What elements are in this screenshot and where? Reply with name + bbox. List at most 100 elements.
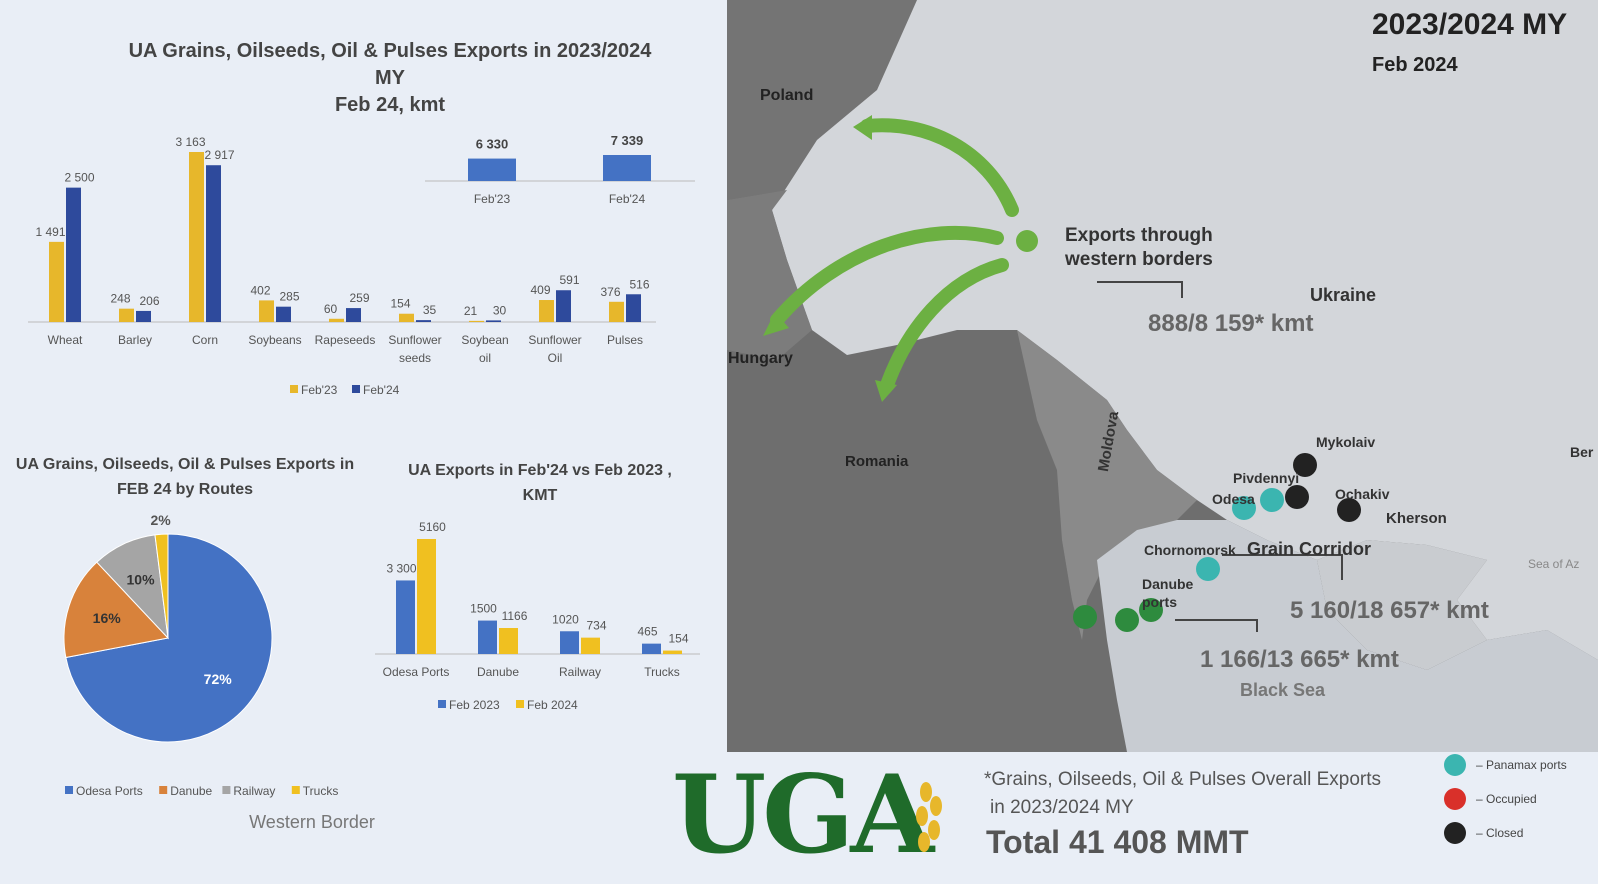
chart3-bar [478,620,497,654]
label-chornomorsk: Chornomorsk [1144,542,1236,558]
chart3-data-label: 1020 [552,612,579,626]
chart1-bar [609,301,624,322]
label-kherson: Kherson [1386,510,1447,527]
ochakiv-closed-icon [1285,485,1309,509]
leader-lines [1097,281,1343,632]
chart1-bar [206,165,221,322]
chart3-data-label: 154 [668,632,688,646]
chart1-category-label: oil [479,351,491,365]
black-sea-region [1097,520,1598,752]
chart1-bar [416,320,431,322]
pie-legend-label: Railway [233,784,275,798]
chart1-category-label: Sunflower [528,333,581,347]
chart3-legend-label: Feb 2023 [449,698,500,712]
chart3-category-label: Railway [559,665,601,679]
kherson-closed-icon [1337,498,1361,522]
corridor-value: 5 160/18 657* kmt [1290,597,1489,624]
label-black-sea: Black Sea [1240,680,1326,700]
chart1-bar [329,318,344,322]
moldova-region [1017,330,1197,640]
uga-logo: UGA [672,760,972,870]
chart1-bar [626,294,641,322]
chart1-category-label: Corn [192,333,218,347]
danube-port-icon [1115,608,1139,632]
chart1-category-label: Oil [548,351,563,365]
pie-legend-swatch [159,786,168,794]
label-ber: Ber [1570,444,1594,460]
label-odesa: Odesa [1212,491,1255,507]
chart1-data-label: 2 500 [64,171,94,185]
pie-slice-label: 2% [150,512,171,528]
odesa-panamax-icon [1232,496,1256,520]
chart1-bar [556,290,571,322]
chart3-bar [581,637,600,654]
poland-region [727,0,917,200]
chart1-bar [259,300,274,322]
totals-value-label: 6 330 [476,137,509,152]
chart1-data-label: 2 917 [204,148,234,162]
chart1-legend-swatch [290,385,298,393]
legend-occupied: – Occupied [1444,782,1567,816]
chart3-bar [663,650,682,654]
chart1-data-label: 206 [139,294,159,308]
chart1-data-label: 285 [279,290,299,304]
pie-legend-label: Trucks [303,784,339,798]
totals-bar [603,155,651,181]
label-hungary: Hungary [728,350,793,367]
chart3-bar [396,580,415,654]
pie-legend-swatch [291,786,300,794]
chart1-data-label: 35 [423,303,437,317]
chart3-title: UA Exports in Feb'24 vs Feb 2023 , KMT [408,462,672,504]
chart1-bar [189,152,204,322]
western-value: 888/8 159* kmt [1148,310,1314,337]
totals-bar [468,158,516,181]
chart3-legend-swatch [438,700,446,708]
arrow-heads [763,115,1038,402]
port-legend: – Panamax ports – Occupied – Closed [1444,748,1567,850]
chart3-category-label: Odesa Ports [383,665,450,679]
port-icons [1073,453,1361,632]
chart3-bar [560,631,579,654]
label-mykolaiv: Mykolaiv [1316,434,1376,450]
chart1-category-label: Pulses [607,333,643,347]
label-sea-of-azov: Sea of Az [1528,557,1580,571]
chart3-data-label: 5160 [419,520,446,534]
chart1-data-label: 409 [530,283,550,297]
chart1-data-label: 259 [349,291,369,305]
footer-total: Total 41 408 MMT [986,824,1249,860]
pie-slice [63,561,169,659]
chart3-bar [499,628,518,654]
chart3-category-label: Trucks [644,665,680,679]
export-map [727,0,1598,752]
chart3-data-label: 1166 [502,609,528,623]
chart1-data-label: 376 [600,285,620,299]
danube-port-icon [1139,598,1163,622]
label-grain-corridor: Grain Corridor [1247,539,1372,559]
chart1-totals-chart: 6 330 Feb'23 7 339 Feb'24 [425,133,695,206]
legend-panamax: – Panamax ports [1444,748,1567,782]
chart1-bar [66,187,81,322]
map-title: 2023/2024 MY [1372,8,1568,41]
totals-category-label: Feb'23 [474,192,511,206]
chart3-bar-chart: 3 300 5160 Odesa Ports 1500 1166 Danube 1020 73… [375,520,700,712]
chart1-category-label: seeds [399,351,431,365]
danube-port-icon [1073,605,1097,629]
chart1-bar [346,308,361,322]
chart1-category-label: Soybean [461,333,508,347]
legend-closed: – Closed [1444,816,1567,850]
chart1-bar [469,320,484,322]
chart1-data-label: 154 [390,297,410,311]
occupied-icon [1444,788,1466,810]
pie-legend-swatch [65,786,73,794]
closed-icon [1444,822,1466,844]
chart1-category-label: Sunflower [388,333,441,347]
pie-legend-label: Odesa Ports [76,784,143,798]
chart1-data-label: 248 [110,292,130,306]
chart1-data-label: 516 [629,277,649,291]
export-arrows [770,118,1019,392]
chart1-category-label: Barley [118,333,152,347]
map-subtitle: Feb 2024 [1372,54,1458,76]
chart1-bar [539,300,554,322]
pie-slice-label: 16% [93,610,122,626]
